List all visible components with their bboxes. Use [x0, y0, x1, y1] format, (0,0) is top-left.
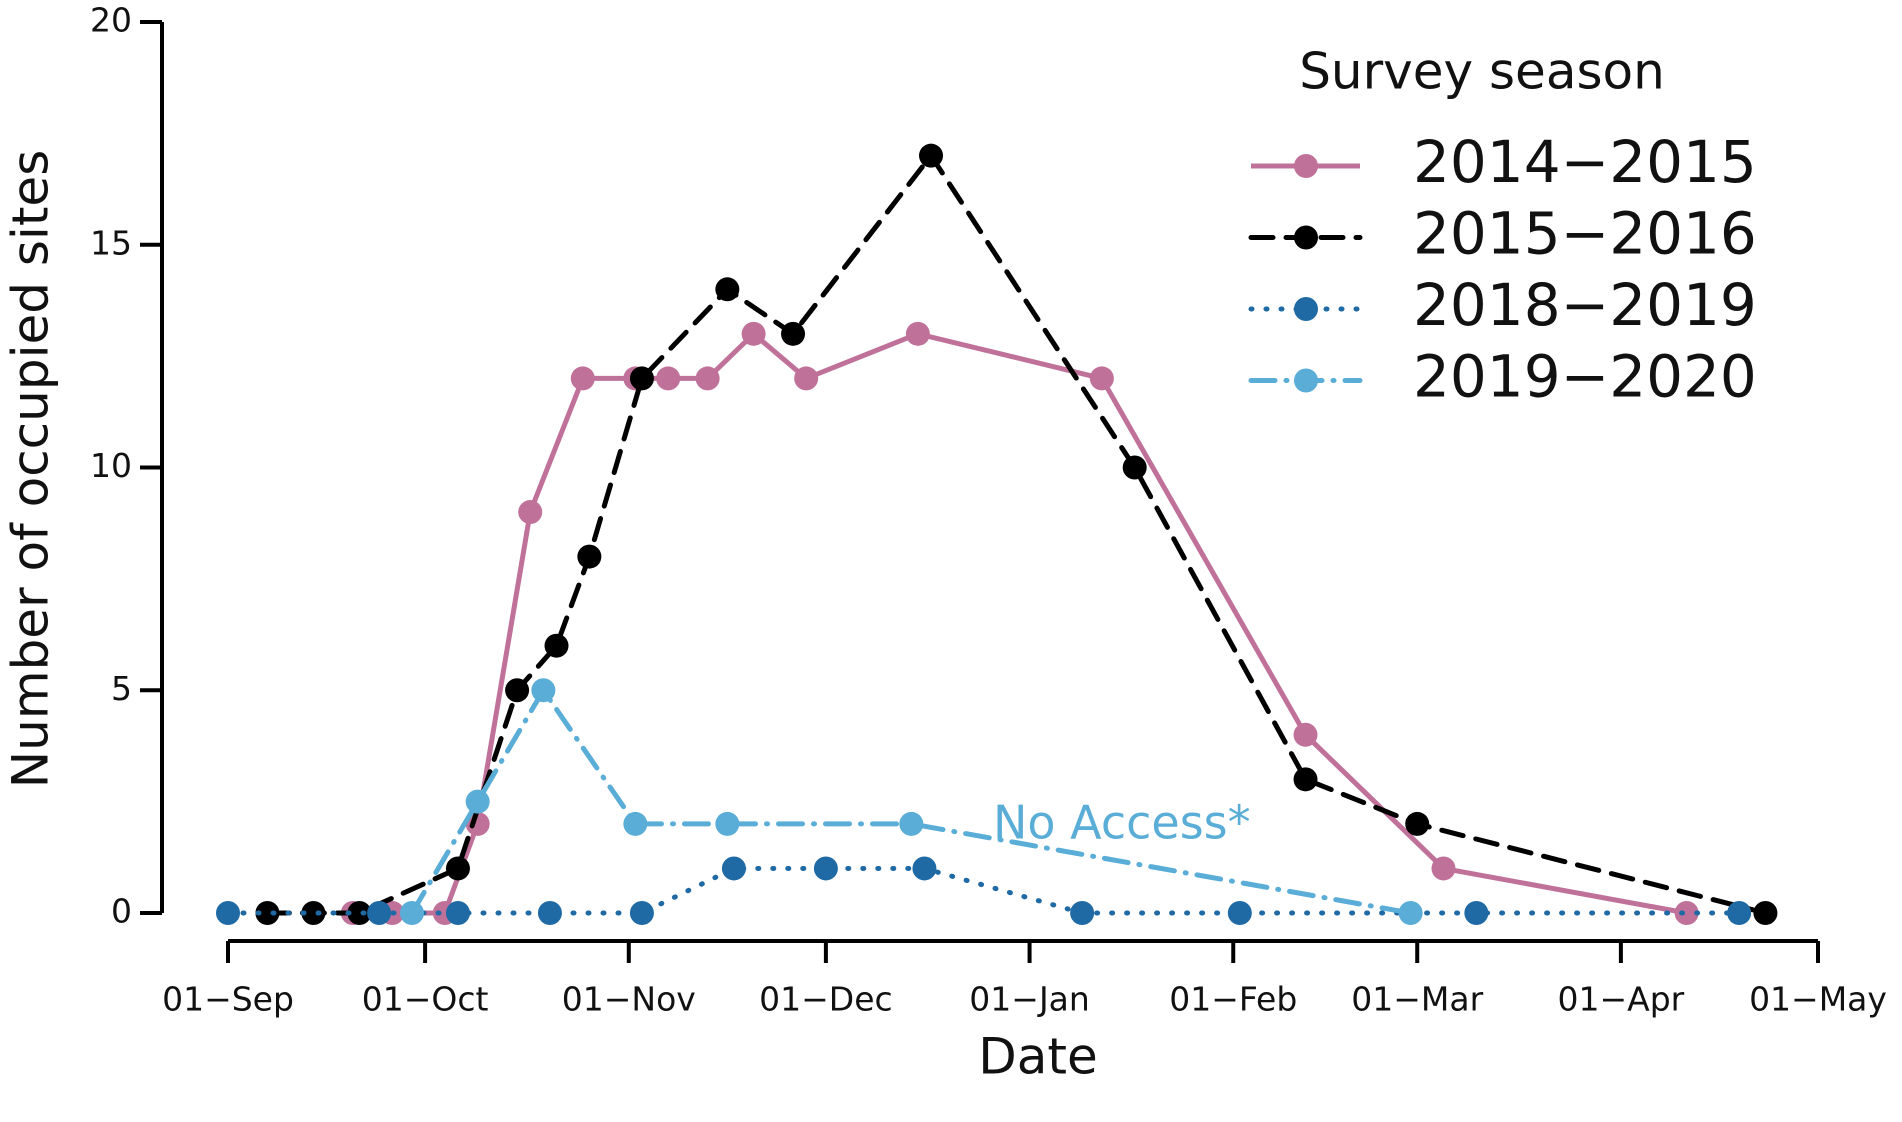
legend-label: 2019−2020: [1413, 343, 1757, 411]
data-point: [465, 789, 490, 814]
data-point: [912, 856, 937, 881]
data-point: [577, 544, 602, 569]
legend-title: Survey season: [1299, 43, 1665, 101]
data-point: [531, 678, 556, 703]
data-point: [1070, 901, 1095, 925]
x-tick-label: 01−Oct: [362, 980, 489, 1019]
data-point: [301, 901, 326, 925]
legend-marker: [1294, 297, 1318, 321]
y-tick-label: 10: [90, 446, 132, 485]
data-point: [1398, 901, 1423, 925]
data-point: [1122, 455, 1147, 480]
data-point: [445, 901, 470, 925]
y-tick-label: 20: [90, 1, 132, 40]
data-point: [1293, 722, 1318, 747]
data-point: [781, 321, 806, 346]
y-axis-title: Number of occupied sites: [2, 150, 60, 788]
legend-label: 2014−2015: [1413, 128, 1757, 196]
y-tick-label: 0: [111, 892, 132, 931]
data-point: [656, 366, 681, 391]
data-point: [1293, 767, 1318, 792]
legend-marker: [1294, 225, 1318, 250]
data-point: [629, 901, 654, 925]
data-point: [367, 901, 392, 925]
series-line: [264, 151, 1768, 916]
data-point: [216, 901, 240, 925]
data-point: [505, 678, 530, 703]
y-tick-label: 5: [111, 669, 132, 708]
x-tick-label: 01−Apr: [1558, 980, 1685, 1019]
series-line: [225, 865, 1742, 916]
legend-label: 2015−2016: [1413, 200, 1757, 268]
data-point: [794, 366, 819, 391]
data-point: [919, 143, 944, 168]
x-tick-label: 01−Feb: [1169, 980, 1297, 1019]
data-point: [1753, 901, 1778, 925]
x-axis-title: Date: [978, 1028, 1098, 1086]
x-tick-label: 01−Mar: [1351, 980, 1483, 1019]
data-point: [721, 856, 746, 881]
data-point: [465, 811, 490, 836]
x-tick-label: 01−Nov: [562, 980, 696, 1019]
annotation: No Access*: [993, 796, 1251, 850]
data-point: [1674, 901, 1699, 925]
x-tick-label: 01−Jan: [969, 980, 1090, 1019]
data-point: [518, 500, 543, 525]
data-point: [623, 811, 648, 836]
legend-marker: [1294, 154, 1318, 178]
x-tick-label: 01−Sep: [162, 980, 294, 1019]
data-point: [1431, 856, 1456, 881]
data-point: [629, 366, 654, 391]
legend-marker: [1294, 368, 1318, 393]
data-point: [741, 321, 766, 346]
data-point: [1464, 901, 1489, 925]
data-point: [715, 277, 740, 302]
data-point: [445, 856, 470, 881]
data-point: [570, 366, 595, 391]
data-point: [1405, 811, 1430, 836]
data-point: [899, 811, 924, 836]
x-tick-label: 01−May: [1749, 980, 1887, 1019]
series-line: [409, 685, 1414, 916]
y-tick-label: 15: [90, 223, 132, 262]
data-point: [813, 856, 838, 881]
data-point: [715, 811, 740, 836]
data-point: [695, 366, 720, 391]
x-tick-label: 01−Dec: [759, 980, 893, 1019]
data-point: [544, 633, 569, 658]
data-point: [1089, 366, 1114, 391]
data-point: [537, 901, 562, 925]
legend-label: 2018−2019: [1413, 271, 1757, 339]
data-point: [1727, 901, 1752, 925]
data-point: [347, 901, 372, 925]
data-point: [399, 901, 424, 925]
data-point: [255, 901, 280, 925]
data-point: [1227, 901, 1252, 925]
data-point: [905, 321, 930, 346]
